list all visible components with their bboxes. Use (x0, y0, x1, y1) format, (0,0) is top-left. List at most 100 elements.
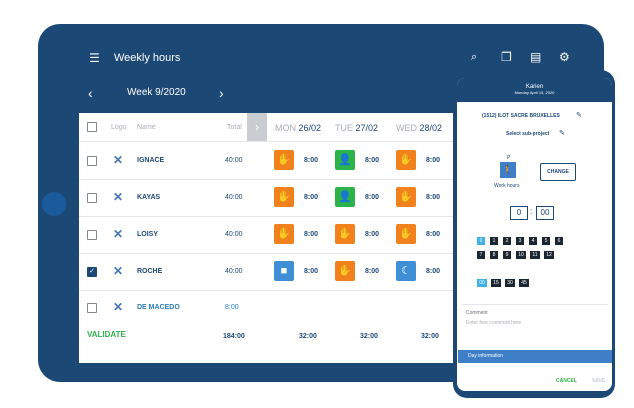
hour-option[interactable]: 6 (555, 237, 563, 245)
chevron-left-icon[interactable]: ‹ (88, 85, 93, 101)
person-icon[interactable]: 👤 (335, 187, 355, 207)
table-row[interactable]: ✕ DE MACEDO 8:00 (79, 291, 579, 324)
hour-option[interactable]: 10 (516, 251, 526, 259)
hour-option[interactable]: 2 (503, 237, 511, 245)
hour-option[interactable]: 4 (529, 237, 537, 245)
company-logo-icon: ✕ (113, 190, 124, 204)
hour-option[interactable]: 11 (530, 251, 540, 259)
row-checkbox[interactable] (87, 156, 97, 166)
search-icon[interactable]: ⌕ (471, 51, 478, 63)
hour-option[interactable]: 0 (477, 237, 485, 245)
minute-option[interactable]: 00 (477, 279, 487, 287)
hour-option[interactable]: 9 (503, 251, 511, 259)
gear-icon[interactable]: ⚙ (559, 50, 570, 64)
table-row[interactable]: ✕ IGNACE 40:00 ✋ 8:00 👤 8:00 ✋ 8:00 (79, 142, 579, 179)
employee-name[interactable]: DE MACEDO (137, 304, 180, 311)
day-information-bar[interactable]: Day information (458, 350, 612, 363)
app-bar: ☰ Weekly hours ⌕ ❐ ▤ ⚙ (79, 43, 579, 75)
hour-option[interactable]: 7 (477, 251, 485, 259)
hour-option[interactable]: 5 (542, 237, 550, 245)
row-checkbox[interactable] (87, 193, 97, 203)
handshake-icon[interactable]: ✋ (335, 261, 355, 281)
day-hours: 8:00 (365, 157, 380, 164)
handshake-icon[interactable]: ✋ (396, 224, 416, 244)
day-hours: 8:00 (426, 157, 441, 164)
handshake-icon[interactable]: ✋ (274, 150, 294, 170)
employee-name[interactable]: LOISY (137, 231, 159, 238)
table-row[interactable]: ✓ ✕ ROCHE 40:00 ■ 8:00 ✋ 8:00 ☾ 8:00 (79, 254, 579, 290)
divider (79, 253, 579, 254)
column-name: Name (137, 124, 156, 131)
row-total: 8:00 (225, 304, 239, 311)
employee-name[interactable]: KAYAS (137, 194, 161, 201)
square-icon[interactable]: ■ (274, 261, 294, 281)
phone-screen: Karien Monday April 13, 2020 (457, 78, 612, 391)
handshake-icon[interactable]: ✋ (396, 187, 416, 207)
company-logo-icon: ✕ (113, 153, 124, 167)
validate-button[interactable]: VALIDATE (87, 330, 126, 339)
row-checkbox[interactable] (87, 303, 97, 313)
minute-option[interactable]: 30 (505, 279, 515, 287)
hour-option[interactable]: 12 (544, 251, 554, 259)
day-total: 32:00 (360, 333, 378, 340)
cancel-button[interactable]: CANCEL (556, 378, 577, 384)
hour-option[interactable]: 3 (516, 237, 524, 245)
select-all-checkbox[interactable] (87, 122, 97, 132)
clipboard-icon[interactable]: ▤ (530, 50, 542, 64)
row-checkbox[interactable] (87, 230, 97, 240)
handshake-icon[interactable]: ✋ (396, 150, 416, 170)
project-label[interactable]: (1512) ILOT SACRE BRUXELLES (482, 113, 560, 119)
day-hours: 8:00 (365, 268, 380, 275)
hour-option[interactable]: 8 (490, 251, 498, 259)
employee-name[interactable]: ROCHE (137, 268, 163, 275)
user-name: Karien (525, 84, 544, 90)
column-logo: Logo (111, 124, 127, 131)
time-separator: : (530, 207, 533, 216)
row-checkbox-checked[interactable]: ✓ (87, 267, 97, 277)
minute-option[interactable]: 15 (491, 279, 501, 287)
phone-notch (506, 70, 566, 78)
comment-label: Comment (466, 310, 488, 316)
day-total: 32:00 (421, 333, 439, 340)
change-button[interactable]: CHANGE (540, 163, 576, 181)
moon-icon[interactable]: ☾ (396, 261, 416, 281)
hour-option[interactable]: 1 (490, 237, 498, 245)
hours-field[interactable]: 0 (510, 206, 528, 220)
grand-total: 184:00 (223, 333, 245, 340)
day-header-mon: MON 26/02 (275, 123, 322, 133)
day-hours: 8:00 (365, 231, 380, 238)
day-hours: 8:00 (304, 194, 319, 201)
employee-name[interactable]: IGNACE (137, 157, 165, 164)
comment-input[interactable]: Enter free comment here (466, 320, 522, 326)
divider (462, 304, 608, 305)
table-row[interactable]: ✕ KAYAS 40:00 ✋ 8:00 👤 8:00 ✋ 8:00 (79, 180, 579, 216)
minutes-field[interactable]: 00 (536, 206, 554, 220)
table-row[interactable]: ✕ LOISY 40:00 ✋ 8:00 ✋ 8:00 ✋ 8:00 (79, 217, 579, 253)
subproject-label[interactable]: Select sub-project (506, 131, 550, 137)
company-logo-icon: ✕ (113, 264, 124, 278)
minute-option[interactable]: 45 (519, 279, 529, 287)
handshake-icon[interactable]: ✋ (335, 224, 355, 244)
current-date: Monday April 13, 2020 (514, 90, 555, 95)
chevron-right-icon[interactable]: › (219, 85, 224, 101)
work-hours-icon[interactable]: 🚶 (500, 162, 516, 178)
handshake-icon[interactable]: ✋ (274, 224, 294, 244)
edit-icon[interactable]: ✎ (576, 112, 582, 119)
menu-icon[interactable]: ☰ (89, 51, 100, 65)
day-information-label: Day information (468, 353, 504, 359)
person-icon[interactable]: 👤 (335, 150, 355, 170)
tablet-camera (42, 192, 66, 216)
phone-header: Karien Monday April 13, 2020 (457, 78, 612, 102)
week-label: Week 9/2020 (127, 87, 186, 98)
row-total: 40:00 (225, 157, 243, 164)
work-type-code: P (507, 155, 511, 161)
handshake-icon[interactable]: ✋ (274, 187, 294, 207)
copy-icon[interactable]: ❐ (501, 50, 512, 64)
divider (79, 179, 579, 180)
company-logo-icon: ✕ (113, 227, 124, 241)
divider (79, 141, 579, 142)
save-button[interactable]: SAVE (592, 378, 606, 384)
row-total: 40:00 (225, 194, 243, 201)
scroll-days-button[interactable]: › (247, 113, 267, 141)
edit-icon[interactable]: ✎ (559, 130, 565, 137)
